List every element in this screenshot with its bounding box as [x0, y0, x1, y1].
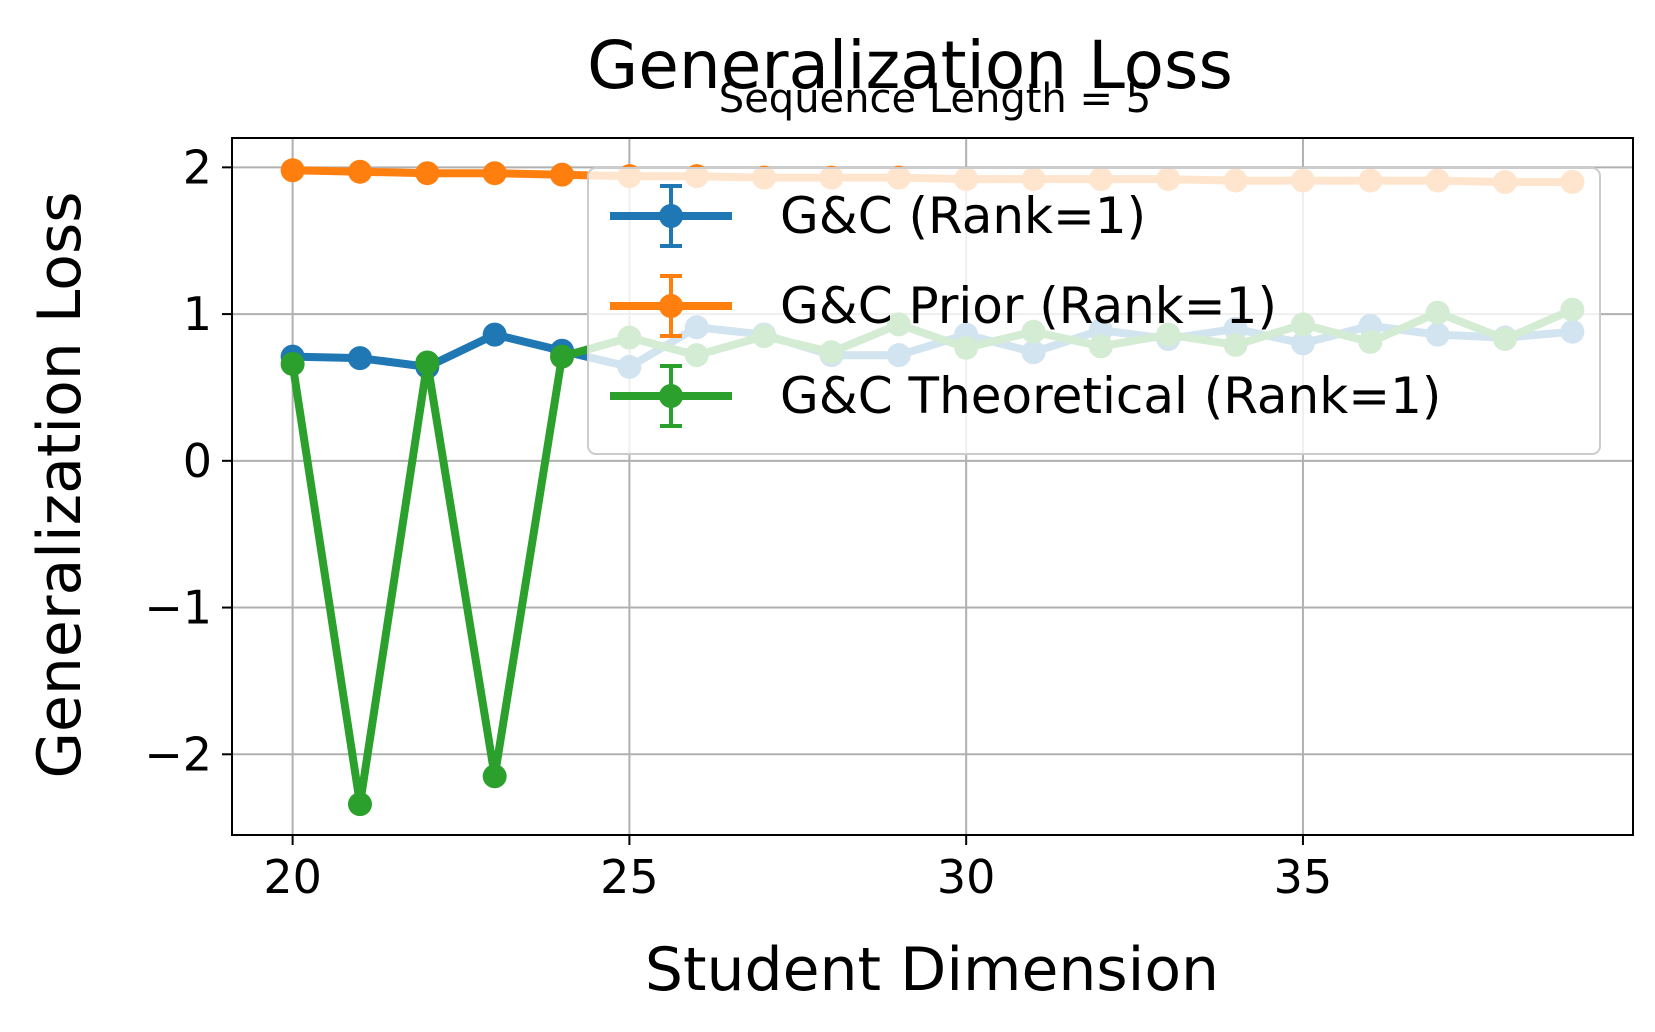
series-point	[550, 162, 575, 187]
y-tick-label: 1	[183, 287, 212, 341]
series-point	[280, 351, 305, 376]
legend-item: G&C (Rank=1)	[610, 184, 1146, 248]
legend-label: G&C Prior (Rank=1)	[780, 277, 1277, 335]
series-point	[347, 159, 372, 184]
legend-marker	[659, 294, 683, 318]
series-point	[347, 792, 372, 817]
legend-item: G&C Theoretical (Rank=1)	[610, 364, 1441, 428]
series-point	[280, 158, 305, 183]
legend-item: G&C Prior (Rank=1)	[610, 274, 1277, 338]
series-point	[482, 764, 507, 789]
series-point	[550, 344, 575, 369]
chart-title: Generalization Loss	[587, 27, 1233, 104]
x-tick-label: 25	[600, 850, 659, 904]
chart-subtitle: Sequence Length = 5	[719, 76, 1151, 122]
series-point	[415, 161, 440, 186]
series-point	[482, 161, 507, 186]
legend-box	[587, 167, 1601, 455]
x-tick-label: 35	[1274, 850, 1333, 904]
ticks: 20 25 30 35 −2 −1 0 1 2	[144, 140, 1332, 904]
axes-frame	[231, 137, 1634, 836]
y-tick-label: 0	[183, 434, 212, 488]
legend-label: G&C Theoretical (Rank=1)	[780, 367, 1441, 425]
x-tick-label: 30	[937, 850, 996, 904]
y-tick-label: −1	[144, 581, 212, 635]
y-tick-label: 2	[183, 140, 212, 194]
y-tick-label: −2	[144, 727, 212, 781]
series-point	[482, 322, 507, 347]
x-tick-label: 20	[263, 850, 322, 904]
legend-marker	[659, 384, 683, 408]
legend: G&C (Rank=1) G&C Prior (Rank=1) G&C Theore…	[587, 167, 1601, 455]
series-point	[347, 346, 372, 371]
legend-label: G&C (Rank=1)	[780, 187, 1146, 245]
legend-marker	[659, 204, 683, 228]
x-axis-label: Student Dimension	[645, 935, 1219, 1005]
series-point	[415, 350, 440, 375]
y-axis-label: Generalization Loss	[25, 192, 95, 779]
